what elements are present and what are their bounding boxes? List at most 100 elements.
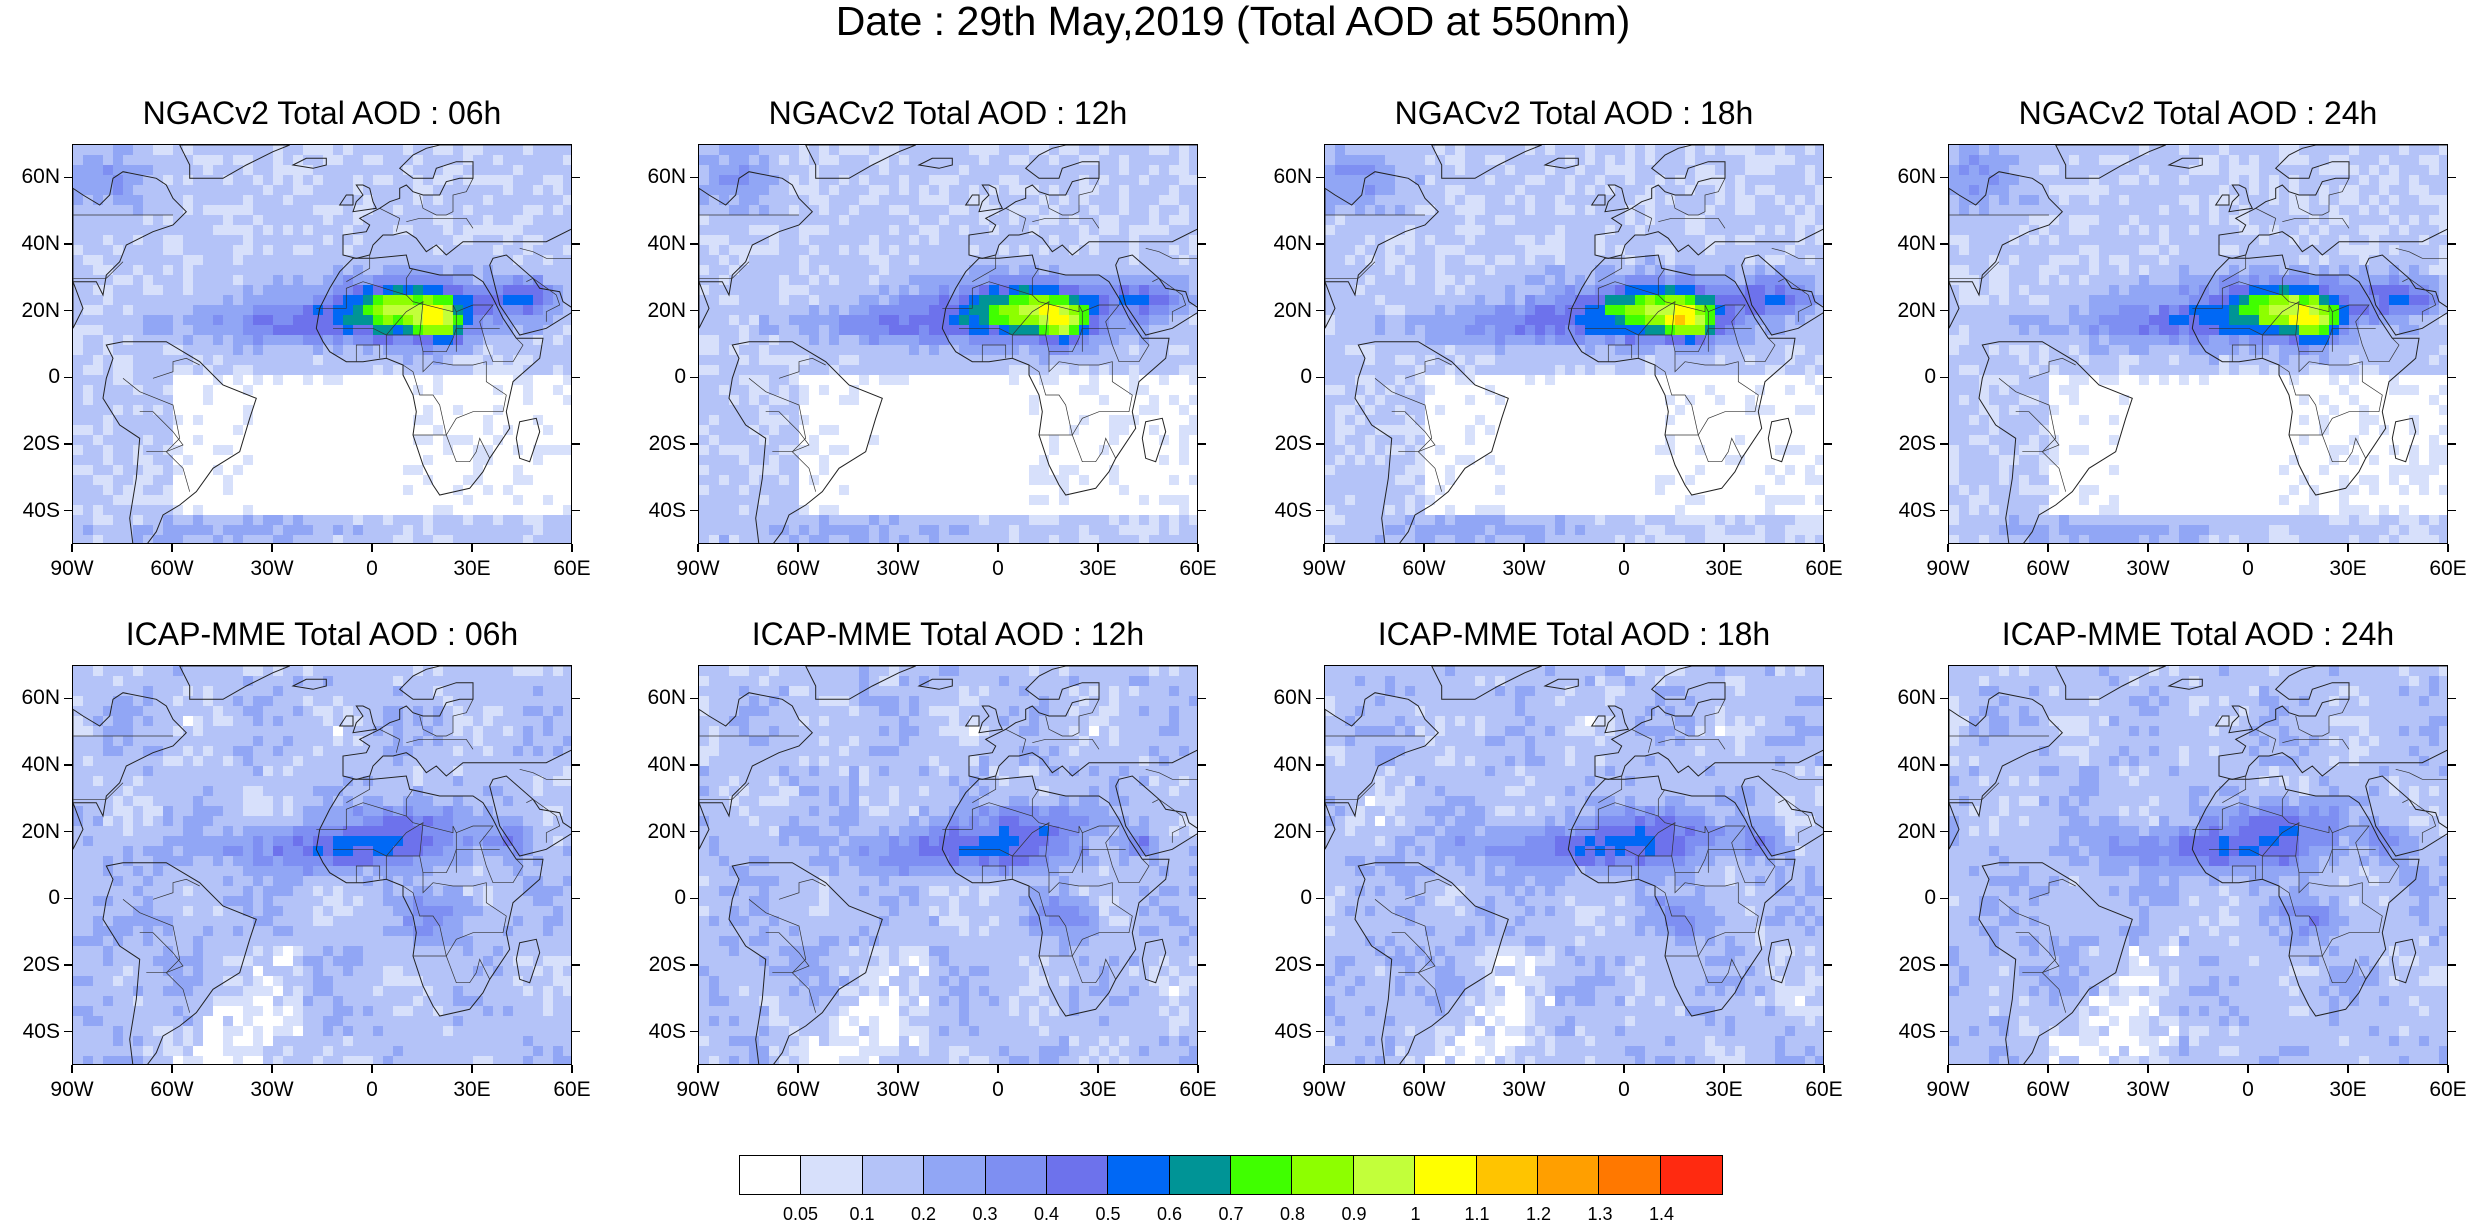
aod-cell — [1109, 255, 1119, 265]
aod-cell — [1375, 335, 1385, 345]
lat-tick-mark — [1316, 443, 1324, 445]
aod-cell — [1505, 325, 1515, 335]
aod-cell — [433, 425, 443, 435]
aod-cell — [1465, 245, 1475, 255]
aod-cell — [2099, 155, 2109, 165]
aod-cell — [769, 325, 779, 335]
aod-cell — [1119, 165, 1129, 175]
aod-cell — [1465, 145, 1475, 155]
aod-cell — [1655, 195, 1665, 205]
aod-cell — [789, 535, 799, 544]
aod-cell — [543, 245, 553, 255]
aod-cell — [523, 205, 533, 215]
aod-cell — [373, 175, 383, 185]
aod-cell — [1069, 285, 1079, 295]
aod-cell — [313, 365, 323, 375]
aod-cell — [1415, 405, 1425, 415]
aod-cell — [93, 305, 103, 315]
aod-cell — [193, 265, 203, 275]
aod-cell — [513, 265, 523, 275]
aod-cell — [1755, 345, 1765, 355]
aod-cell — [403, 355, 413, 365]
aod-cell — [2289, 145, 2299, 155]
aod-cell — [919, 365, 929, 375]
aod-cell — [513, 535, 523, 544]
aod-cell — [1099, 235, 1109, 245]
aod-cell — [1435, 225, 1445, 235]
aod-cell — [543, 155, 553, 165]
aod-cell — [143, 485, 153, 495]
aod-cell — [1395, 365, 1405, 375]
aod-cell — [719, 395, 729, 405]
aod-cell — [1765, 355, 1775, 365]
aod-cell — [2059, 185, 2069, 195]
aod-cell — [909, 515, 919, 525]
aod-cell — [513, 205, 523, 215]
aod-cell — [709, 215, 719, 225]
aod-cell — [879, 375, 889, 385]
aod-cell — [1149, 215, 1159, 225]
aod-cell — [1675, 235, 1685, 245]
aod-cell — [263, 275, 273, 285]
aod-cell — [929, 265, 939, 275]
aod-cell — [1019, 365, 1029, 375]
aod-cell — [939, 535, 949, 544]
aod-cell — [1385, 185, 1395, 195]
aod-cell — [443, 215, 453, 225]
aod-cell — [1605, 265, 1615, 275]
aod-cell — [163, 285, 173, 295]
aod-cell — [1445, 465, 1455, 475]
aod-cell — [123, 465, 133, 475]
aod-cell — [1505, 305, 1515, 315]
aod-cell — [1345, 305, 1355, 315]
aod-cell — [719, 275, 729, 285]
aod-cell — [1189, 365, 1198, 375]
aod-cell — [2089, 185, 2099, 195]
aod-cell — [1505, 345, 1515, 355]
aod-cell — [203, 325, 213, 335]
aod-cell — [1119, 195, 1129, 205]
aod-cell — [2109, 155, 2119, 165]
aod-cell — [759, 515, 769, 525]
aod-cell — [1129, 535, 1139, 544]
aod-cell — [2059, 175, 2069, 185]
aod-cell — [749, 175, 759, 185]
aod-cell — [413, 245, 423, 255]
aod-cell — [1415, 495, 1425, 505]
aod-cell — [1189, 425, 1198, 435]
aod-cell — [1325, 325, 1335, 335]
aod-cell — [1535, 305, 1545, 315]
aod-cell — [313, 185, 323, 195]
aod-cell — [1675, 345, 1685, 355]
aod-cell — [413, 465, 423, 475]
aod-cell — [1405, 205, 1415, 215]
aod-cell — [729, 535, 739, 544]
aod-cell — [1655, 535, 1665, 544]
aod-cell — [203, 265, 213, 275]
aod-cell — [453, 345, 463, 355]
aod-cell — [1725, 215, 1735, 225]
aod-cell — [1495, 325, 1505, 335]
aod-cell — [363, 265, 373, 275]
aod-cell — [1039, 175, 1049, 185]
aod-cell — [1795, 445, 1805, 455]
aod-cell — [789, 325, 799, 335]
aod-cell — [483, 255, 493, 265]
aod-cell — [959, 245, 969, 255]
aod-cell — [253, 285, 263, 295]
aod-cell — [1385, 255, 1395, 265]
aod-cell — [859, 175, 869, 185]
aod-cell — [899, 515, 909, 525]
aod-cell — [113, 205, 123, 215]
aod-cell — [1059, 215, 1069, 225]
aod-cell — [303, 535, 313, 544]
aod-cell — [1019, 515, 1029, 525]
aod-cell — [1635, 165, 1645, 175]
aod-cell — [143, 345, 153, 355]
aod-cell — [523, 475, 533, 485]
aod-cell — [483, 245, 493, 255]
aod-cell — [393, 515, 403, 525]
aod-cell — [403, 485, 413, 495]
aod-cell — [1815, 515, 1824, 525]
lon-tick-label: 60E — [532, 558, 612, 580]
